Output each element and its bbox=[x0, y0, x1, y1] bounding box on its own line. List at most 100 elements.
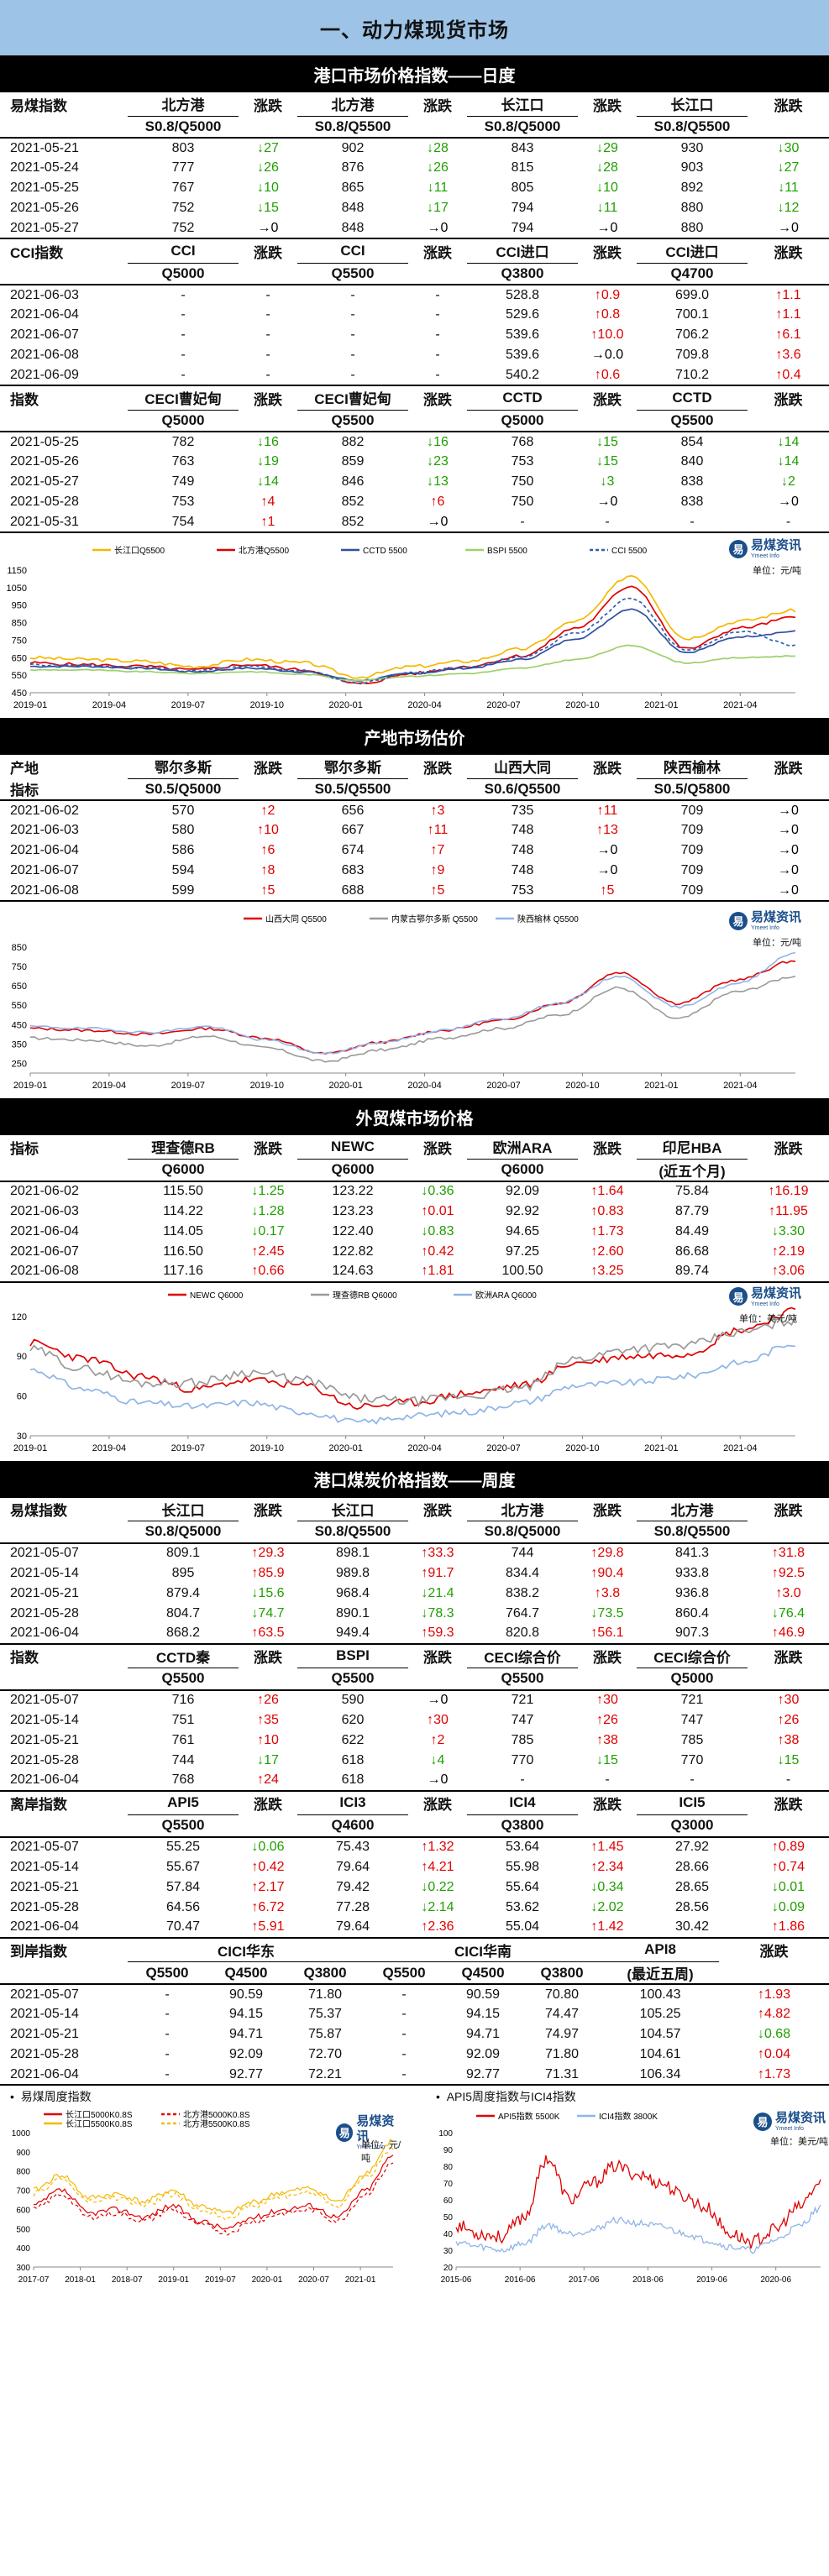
x-tick-label: 2021-04 bbox=[723, 1081, 757, 1091]
column-header: CECI曹妃甸 bbox=[297, 386, 408, 411]
value-cell: 854 bbox=[680, 434, 704, 449]
value-cell: →0 bbox=[427, 1693, 449, 1707]
legend-label: NEWC Q6000 bbox=[190, 1291, 244, 1301]
column-subheader: Q6000 bbox=[467, 1159, 578, 1182]
x-tick-label: 2020-07 bbox=[298, 2275, 329, 2285]
date-cell: 2021-06-03 bbox=[10, 287, 79, 302]
legend-label: CCTD 5500 bbox=[363, 547, 407, 556]
value-cell: ↑1.1 bbox=[775, 287, 801, 302]
column-header: 涨跌 bbox=[423, 760, 452, 777]
value-cell: - bbox=[128, 365, 239, 386]
table-row: 2021-06-04 - - - - 529.6 ↑0.8 700.1 ↑1.1 bbox=[0, 305, 829, 325]
y-tick-label: 500 bbox=[16, 2225, 30, 2234]
value-cell: 94.15 bbox=[465, 2007, 501, 2021]
x-tick-label: 2021-01 bbox=[644, 700, 678, 710]
column-subheader bbox=[0, 1961, 128, 1985]
series-line bbox=[29, 574, 796, 679]
x-tick-label: 2020-07 bbox=[486, 1443, 520, 1453]
value-cell: 599 bbox=[128, 881, 239, 902]
value-cell: →0 bbox=[578, 218, 637, 239]
value-cell: ↑4.21 bbox=[421, 1859, 454, 1874]
column-header: ICI5 bbox=[637, 1791, 748, 1815]
value-cell: ↓3 bbox=[600, 474, 615, 489]
value-cell: 768 bbox=[128, 1770, 239, 1792]
column-subheader bbox=[408, 116, 467, 139]
column-header: 涨跌 bbox=[593, 1140, 622, 1157]
chart-legend: API5指数 5500K ICI4指数 3800K bbox=[476, 2111, 658, 2122]
date-cell: 2021-06-04 bbox=[0, 2065, 128, 2086]
value-cell: - bbox=[467, 1770, 578, 1792]
y-tick-label: 1000 bbox=[12, 2129, 31, 2139]
date-cell: 2021-05-07 bbox=[10, 1546, 79, 1560]
date-cell: 2021-05-25 bbox=[10, 181, 79, 195]
column-header: 易煤指数 bbox=[10, 97, 67, 114]
column-header: CICI华东 bbox=[128, 1938, 365, 1962]
value-cell: ↑0.9 bbox=[594, 287, 621, 302]
value-cell: ↓14 bbox=[777, 434, 800, 449]
column-subheader bbox=[408, 1668, 467, 1691]
value-cell: 94.15 bbox=[228, 2007, 264, 2021]
value-cell: ↓11 bbox=[778, 181, 799, 195]
column-header: 涨跌 bbox=[774, 1650, 803, 1666]
column-header: 易煤指数 bbox=[10, 1503, 67, 1519]
x-tick-label: 2017-07 bbox=[18, 2275, 50, 2285]
value-cell: ↓1.28 bbox=[251, 1203, 285, 1218]
y-tick-label: 40 bbox=[443, 2230, 454, 2239]
value-cell: ↑3 bbox=[430, 803, 445, 818]
table-row: 2021-05-24 777 ↓26 876 ↓26 815 ↓28 903 ↓27 bbox=[0, 158, 829, 178]
column-header: 涨跌 bbox=[593, 391, 622, 408]
column-header: 涨跌 bbox=[254, 1797, 282, 1813]
series-line bbox=[29, 644, 796, 682]
value-cell: →0 bbox=[408, 1770, 467, 1792]
value-cell: ↓21.4 bbox=[421, 1585, 454, 1600]
x-tick-label: 2020-07 bbox=[486, 1081, 520, 1091]
column-subheader bbox=[0, 1814, 128, 1838]
value-cell: 122.82 bbox=[332, 1243, 374, 1259]
value-cell: - bbox=[637, 1770, 748, 1792]
table-row: 2021-06-02 115.50 ↓1.25 123.22 ↓0.36 92.09 ↑1.… bbox=[0, 1181, 829, 1202]
column-subheader: (最近五周) bbox=[601, 1961, 720, 1985]
value-cell: 71.80 bbox=[307, 1987, 343, 2002]
series-line bbox=[29, 597, 796, 685]
header-row: 离岸指数 API5 涨跌 ICI3 涨跌 ICI4 涨跌 ICI5 涨跌 bbox=[0, 1791, 829, 1815]
weekly-charts: • 易煤周度指数 长江口5000K0.8S 长江口5500K0.8S 北方港5000… bbox=[0, 2086, 829, 2289]
date-cell: 2021-05-07 bbox=[10, 1840, 79, 1854]
value-cell: ↓17 bbox=[257, 1752, 279, 1767]
column-subheader: Q6000 bbox=[297, 1159, 408, 1182]
value-cell: - bbox=[265, 348, 270, 362]
value-cell: 876 bbox=[341, 160, 365, 175]
series-line bbox=[29, 1344, 796, 1425]
column-subheader bbox=[748, 410, 829, 432]
series-line bbox=[455, 2155, 821, 2249]
value-cell: ↑6 bbox=[430, 495, 445, 509]
column-header: 涨跌 bbox=[423, 97, 452, 114]
value-cell: →0 bbox=[596, 863, 618, 877]
table-row: 2021-06-04 114.05 ↓0.17 122.40 ↓0.83 94.65 ↑1.… bbox=[0, 1222, 829, 1242]
y-tick-label: 550 bbox=[12, 1001, 27, 1011]
table-row: 2021-05-25 767 ↓10 865 ↓11 805 ↓10 892 ↓11 bbox=[0, 178, 829, 198]
column-header: 涨跌 bbox=[423, 1650, 452, 1666]
table-row: 2021-05-07 809.1 ↑29.3 898.1 ↑33.3 744 ↑29.8 84… bbox=[0, 1543, 829, 1563]
column-header: 指标 bbox=[10, 1140, 39, 1157]
column-header: 涨跌 bbox=[774, 97, 803, 114]
column-subheader: Q3800 bbox=[467, 1814, 578, 1838]
column-subheader bbox=[408, 1521, 467, 1544]
value-cell: 747 bbox=[680, 1712, 704, 1727]
table-port-daily-yimei: 易煤指数 北方港 涨跌 北方港 涨跌 长江口 涨跌 长江口 涨跌 S0.8/Q5000 S0.8/Q… bbox=[0, 92, 829, 239]
column-header: BSPI bbox=[297, 1644, 408, 1668]
value-cell: 540.2 bbox=[467, 365, 578, 386]
value-cell: 590 bbox=[341, 1693, 365, 1707]
x-tick-label: 2020-01 bbox=[252, 2275, 283, 2285]
value-cell: 989.8 bbox=[335, 1565, 370, 1580]
value-cell: - bbox=[435, 348, 440, 362]
value-cell: 75.37 bbox=[307, 2007, 343, 2021]
y-tick-label: 60 bbox=[17, 1391, 27, 1401]
value-cell: ↑11.95 bbox=[769, 1203, 808, 1218]
section-title-foreign: 外贸煤市场价格 bbox=[0, 1098, 829, 1135]
value-cell: 656 bbox=[341, 803, 365, 818]
table-ceci-cctd: 指数 CECI曹妃甸 涨跌 CECI曹妃甸 涨跌 CCTD 涨跌 CCTD 涨跌 Q5000 Q55… bbox=[0, 386, 829, 533]
value-cell: 700.1 bbox=[674, 307, 710, 322]
value-cell: 834.4 bbox=[505, 1565, 540, 1580]
value-cell: 768 bbox=[511, 434, 534, 449]
value-cell: 106.34 bbox=[601, 2065, 720, 2086]
